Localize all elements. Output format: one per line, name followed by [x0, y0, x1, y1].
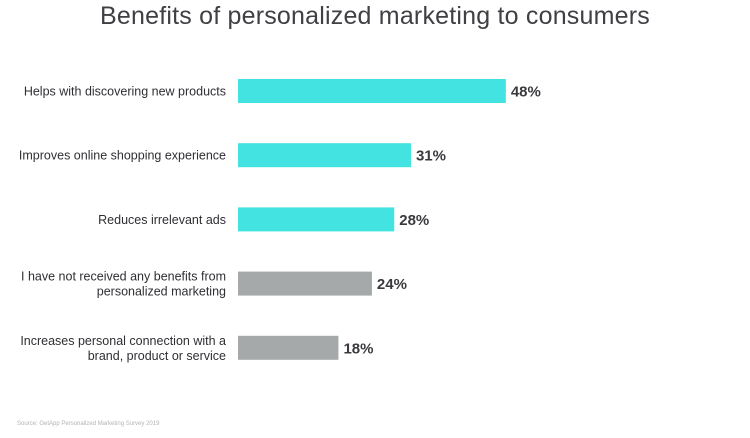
- value-label-1: 48%: [511, 84, 541, 101]
- bar-2: [238, 143, 411, 168]
- category-label-4: I have not received any benefits from per…: [21, 270, 226, 299]
- value-label-4: 24%: [377, 276, 407, 293]
- value-label-3: 28%: [399, 212, 429, 229]
- bar-5: [238, 335, 339, 360]
- chart-title: Benefits of personalized marketing to co…: [100, 2, 650, 30]
- value-label-2: 31%: [416, 148, 446, 165]
- category-label-2: Improves online shopping experience: [19, 149, 226, 163]
- category-label-1: Helps with discovering new products: [24, 85, 226, 99]
- category-label-5: Increases personal connection with a bran…: [20, 334, 226, 363]
- bar-1: [238, 79, 506, 103]
- category-label-3: Reduces irrelevant ads: [98, 213, 226, 227]
- bar-4: [238, 271, 372, 296]
- value-label-5: 18%: [343, 340, 373, 357]
- bar-3: [238, 207, 395, 232]
- source-note: Source: GetApp Personalized Marketing Su…: [17, 421, 160, 427]
